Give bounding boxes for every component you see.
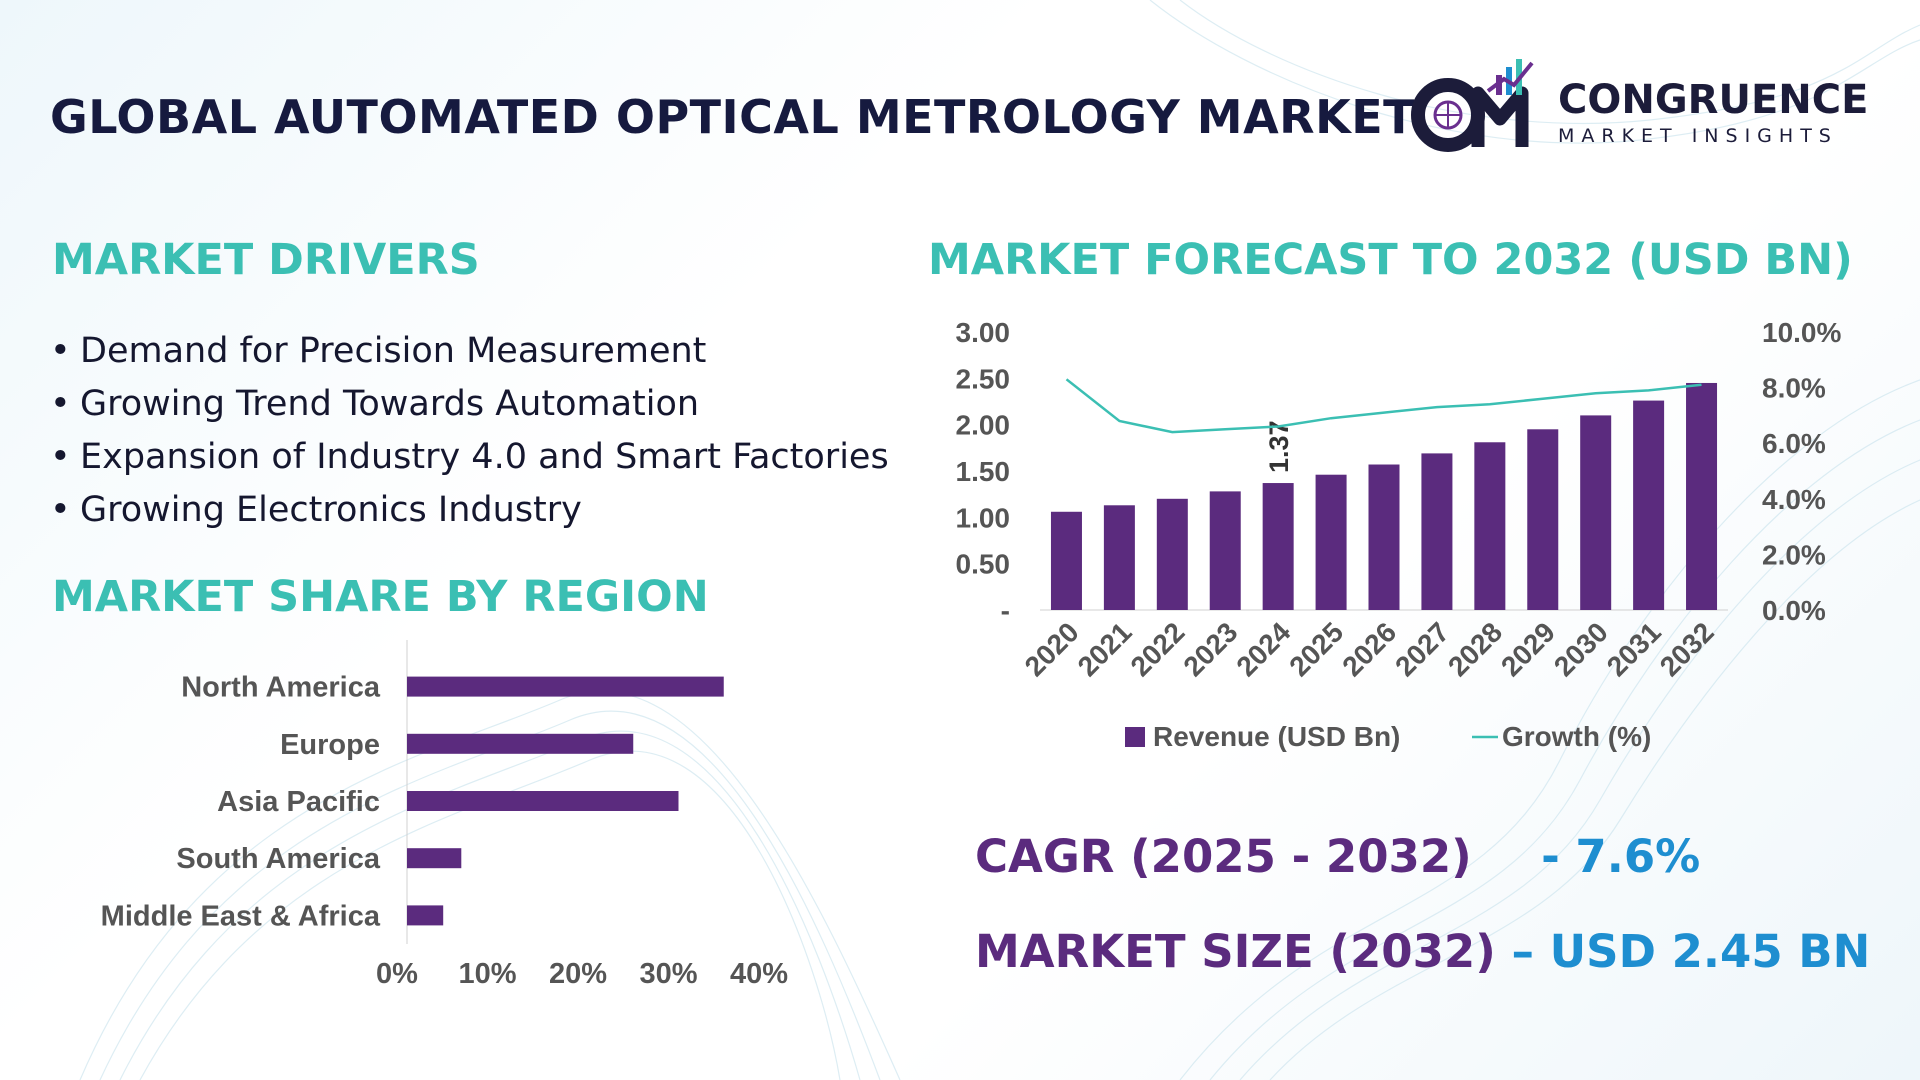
region-bar bbox=[407, 733, 634, 754]
x-tick-label: 2032 bbox=[1654, 616, 1720, 682]
y-tick-label: 1.50 bbox=[956, 456, 1011, 487]
y-tick-label: 1.00 bbox=[956, 502, 1011, 533]
x-tick-label: 2029 bbox=[1495, 616, 1561, 682]
page-title: GLOBAL AUTOMATED OPTICAL METROLOGY MARKE… bbox=[50, 90, 1416, 144]
forecast-heading: MARKET FORECAST TO 2032 (USD BN) bbox=[928, 235, 1853, 285]
y-tick-label: - bbox=[1001, 595, 1010, 626]
revenue-bar bbox=[1474, 442, 1506, 610]
x-tick-label: 2028 bbox=[1442, 616, 1508, 682]
region-label: Asia Pacific bbox=[217, 786, 380, 818]
region-label: South America bbox=[176, 843, 380, 875]
x-tick-label: 40% bbox=[730, 958, 788, 990]
cagr-value: - 7.6% bbox=[1541, 830, 1701, 883]
revenue-bar bbox=[1262, 483, 1294, 610]
region-share-chart: North America Europe Asia Pacific South Ame… bbox=[101, 640, 788, 990]
revenue-bar bbox=[1209, 491, 1241, 610]
x-tick-label: 2030 bbox=[1548, 616, 1614, 682]
region-heading: MARKET SHARE BY REGION bbox=[52, 572, 709, 622]
y-tick-label: 2.00 bbox=[956, 410, 1011, 441]
revenue-bar bbox=[1050, 511, 1082, 610]
x-tick-label: 2024 bbox=[1230, 616, 1296, 682]
list-item: • Growing Trend Towards Automation bbox=[50, 384, 700, 424]
revenue-bar bbox=[1633, 400, 1665, 610]
y2-tick-label: 8.0% bbox=[1762, 373, 1826, 404]
x-tick-label: 20% bbox=[549, 958, 607, 990]
list-item: • Demand for Precision Measurement bbox=[50, 331, 707, 371]
region-label: Europe bbox=[280, 729, 380, 761]
revenue-bar bbox=[1686, 382, 1718, 610]
y-tick-label: 3.00 bbox=[956, 317, 1011, 348]
cagr-kpi: CAGR (2025 - 2032) - 7.6% bbox=[975, 830, 1700, 883]
legend-label: Growth (%) bbox=[1502, 721, 1651, 752]
brand-name: CONGRUENCE bbox=[1558, 77, 1869, 123]
region-label: North America bbox=[181, 672, 381, 704]
x-tick-label: 30% bbox=[639, 958, 697, 990]
x-tick-label: 2021 bbox=[1072, 616, 1138, 682]
market-size-label: MARKET SIZE (2032) bbox=[975, 925, 1496, 978]
y2-tick-label: 2.0% bbox=[1762, 539, 1826, 570]
forecast-chart: - 0.50 1.00 1.50 2.00 2.50 3.00 0.0% 2.0% 4.0% 6.0… bbox=[956, 317, 1842, 752]
region-bar bbox=[407, 905, 444, 926]
x-tick-label: 10% bbox=[458, 958, 516, 990]
revenue-bar bbox=[1103, 505, 1135, 610]
market-size-value: – USD 2.45 BN bbox=[1511, 925, 1871, 978]
legend-bar-swatch bbox=[1125, 727, 1145, 747]
y2-tick-label: 0.0% bbox=[1762, 595, 1826, 626]
y2-tick-label: 4.0% bbox=[1762, 484, 1826, 515]
x-tick-label: 2031 bbox=[1601, 616, 1667, 682]
revenue-bar bbox=[1421, 453, 1453, 610]
market-size-kpi: MARKET SIZE (2032) – USD 2.45 BN bbox=[975, 925, 1870, 978]
x-tick-label: 0% bbox=[376, 958, 418, 990]
list-item: • Expansion of Industry 4.0 and Smart Fac… bbox=[50, 437, 889, 477]
revenue-bar bbox=[1315, 474, 1347, 610]
list-item: • Growing Electronics Industry bbox=[50, 490, 582, 530]
drivers-heading: MARKET DRIVERS bbox=[52, 235, 480, 285]
x-tick-label: 2025 bbox=[1283, 616, 1349, 682]
x-tick-label: 2023 bbox=[1178, 616, 1244, 682]
revenue-bar bbox=[1527, 429, 1559, 610]
growth-line bbox=[1065, 378, 1702, 434]
cagr-label: CAGR (2025 - 2032) bbox=[975, 830, 1472, 883]
region-bar bbox=[407, 848, 462, 869]
y-tick-label: 0.50 bbox=[956, 549, 1011, 580]
logo-mark-icon bbox=[1411, 59, 1534, 152]
x-tick-label: 2020 bbox=[1019, 616, 1085, 682]
brand-tagline: MARKET INSIGHTS bbox=[1558, 125, 1838, 147]
region-label: Middle East & Africa bbox=[101, 900, 381, 932]
y-tick-label: 2.50 bbox=[956, 363, 1011, 394]
x-tick-label: 2026 bbox=[1336, 616, 1402, 682]
region-bar bbox=[407, 676, 724, 697]
data-label: 1.37 bbox=[1264, 420, 1294, 473]
revenue-bar bbox=[1368, 464, 1400, 610]
legend-label: Revenue (USD Bn) bbox=[1153, 721, 1400, 752]
region-bar bbox=[407, 791, 679, 811]
x-tick-label: 2022 bbox=[1125, 616, 1191, 682]
x-tick-label: 2027 bbox=[1389, 616, 1455, 682]
revenue-bar bbox=[1580, 415, 1612, 610]
y2-tick-label: 6.0% bbox=[1762, 428, 1826, 459]
y2-tick-label: 10.0% bbox=[1762, 317, 1841, 348]
revenue-bar bbox=[1156, 498, 1188, 610]
drivers-list: • Demand for Precision Measurement • Growi… bbox=[50, 325, 889, 537]
brand-logo: CONGRUENCE MARKET INSIGHTS bbox=[1400, 55, 1880, 165]
